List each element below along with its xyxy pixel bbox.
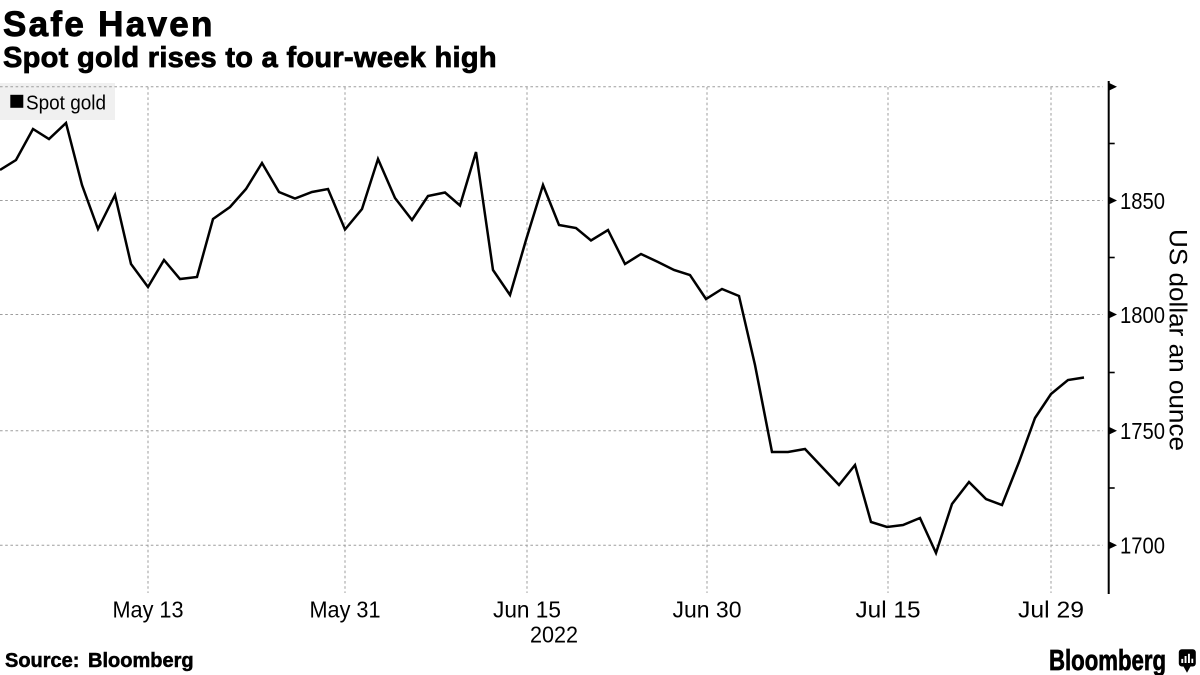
svg-text:Jun 15: Jun 15 (493, 597, 561, 623)
svg-text:Jul 29: Jul 29 (1018, 597, 1084, 623)
svg-text:1750: 1750 (1120, 418, 1165, 444)
svg-text:Bloomberg: Bloomberg (1049, 645, 1166, 675)
svg-text:1800: 1800 (1120, 302, 1165, 328)
svg-text:May 31: May 31 (310, 597, 381, 623)
svg-text:Spot gold: Spot gold (26, 92, 106, 114)
svg-text:1850: 1850 (1120, 188, 1165, 214)
svg-text:May 13: May 13 (113, 597, 184, 623)
svg-text:Jun 30: Jun 30 (673, 597, 742, 623)
svg-text:US dollar an ounce: US dollar an ounce (1164, 229, 1192, 451)
svg-text:Jul 15: Jul 15 (856, 597, 921, 623)
svg-text:1700: 1700 (1120, 533, 1165, 559)
svg-text:2022: 2022 (530, 621, 578, 647)
